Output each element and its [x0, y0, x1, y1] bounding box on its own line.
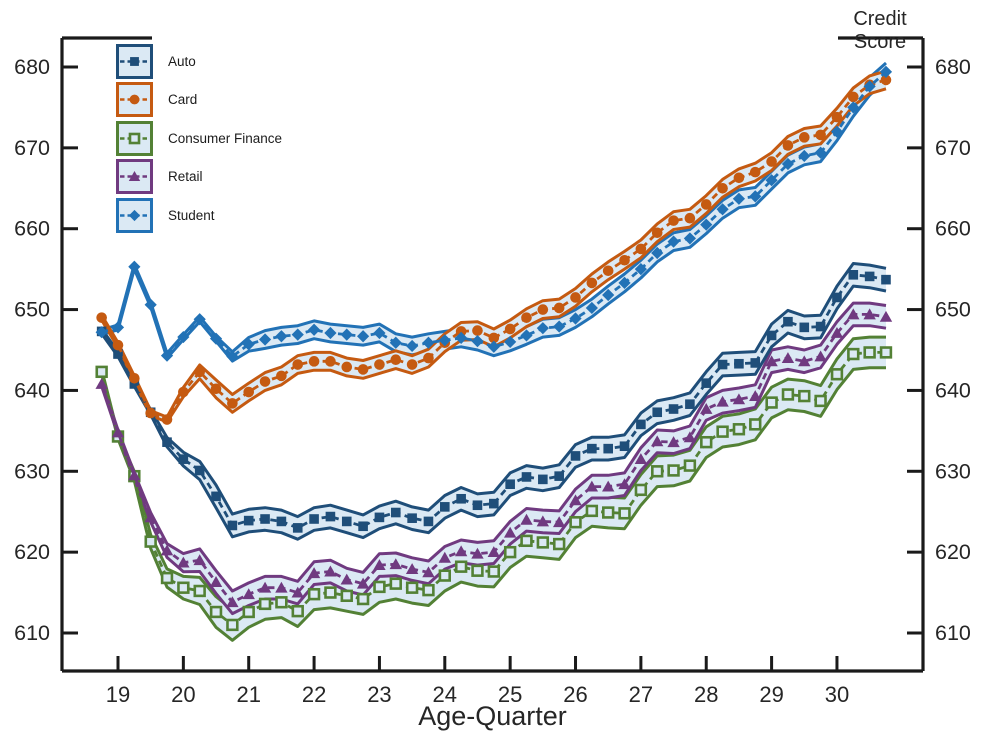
svg-text:29: 29 — [759, 682, 783, 707]
svg-text:660: 660 — [14, 217, 50, 241]
chart-legend: Auto Card Consumer Finance Retail Studen… — [116, 44, 282, 236]
svg-text:610: 610 — [14, 621, 50, 645]
svg-text:620: 620 — [14, 540, 50, 564]
svg-text:630: 630 — [14, 459, 50, 483]
legend-marker-auto — [120, 57, 149, 66]
legend-item-auto: Auto — [116, 44, 282, 79]
legend-label-student: Student — [168, 207, 215, 223]
svg-text:650: 650 — [14, 298, 50, 322]
axes: 610 610 620 620 630 630 640 640 650 650 660 660 670 6… — [14, 36, 971, 707]
legend-marker-student — [120, 209, 149, 221]
legend-swatch-retail — [116, 159, 153, 195]
legend-swatch-consumer-finance — [116, 120, 153, 156]
svg-text:680: 680 — [935, 55, 971, 79]
svg-text:680: 680 — [14, 55, 50, 79]
svg-text:27: 27 — [629, 682, 653, 707]
legend-marker-card — [120, 95, 149, 105]
svg-text:25: 25 — [498, 682, 522, 707]
svg-text:19: 19 — [106, 682, 130, 707]
legend-marker-retail — [120, 171, 149, 182]
legend-swatch-auto — [116, 44, 153, 79]
svg-text:670: 670 — [14, 136, 50, 160]
legend-label-auto: Auto — [168, 54, 196, 69]
svg-text:650: 650 — [935, 298, 971, 322]
svg-text:23: 23 — [367, 682, 391, 707]
svg-text:670: 670 — [935, 136, 971, 160]
legend-swatch-student — [116, 197, 153, 233]
svg-text:20: 20 — [171, 682, 195, 707]
x-axis-title: Age-Quarter — [418, 701, 567, 731]
band-auto — [100, 262, 887, 541]
legend-label-retail: Retail — [168, 169, 203, 185]
series-auto — [96, 270, 891, 533]
svg-text:22: 22 — [302, 682, 326, 707]
legend-marker-consumer-finance — [120, 132, 149, 145]
svg-text:21: 21 — [236, 682, 260, 707]
svg-text:660: 660 — [935, 217, 971, 241]
series-student — [95, 65, 893, 363]
svg-text:24: 24 — [433, 682, 457, 707]
legend-swatch-card — [116, 82, 153, 118]
legend-label-card: Card — [168, 92, 198, 108]
svg-text:630: 630 — [935, 459, 971, 483]
legend-item-retail: Retail — [116, 159, 282, 195]
svg-text:30: 30 — [825, 682, 849, 707]
legend-item-card: Card — [116, 82, 282, 118]
svg-text:610: 610 — [935, 621, 971, 645]
legend-item-student: Student — [116, 197, 282, 233]
svg-text:640: 640 — [935, 378, 971, 402]
svg-text:26: 26 — [563, 682, 587, 707]
legend-label-consumer-finance: Consumer Finance — [168, 130, 283, 146]
series-retail — [95, 308, 893, 608]
svg-text:28: 28 — [694, 682, 718, 707]
svg-text:620: 620 — [935, 540, 971, 564]
y-axis-title: Credit Score — [853, 8, 907, 53]
series-card — [96, 74, 892, 425]
svg-text:640: 640 — [14, 378, 50, 402]
legend-item-consumer-finance: Consumer Finance — [116, 120, 283, 156]
